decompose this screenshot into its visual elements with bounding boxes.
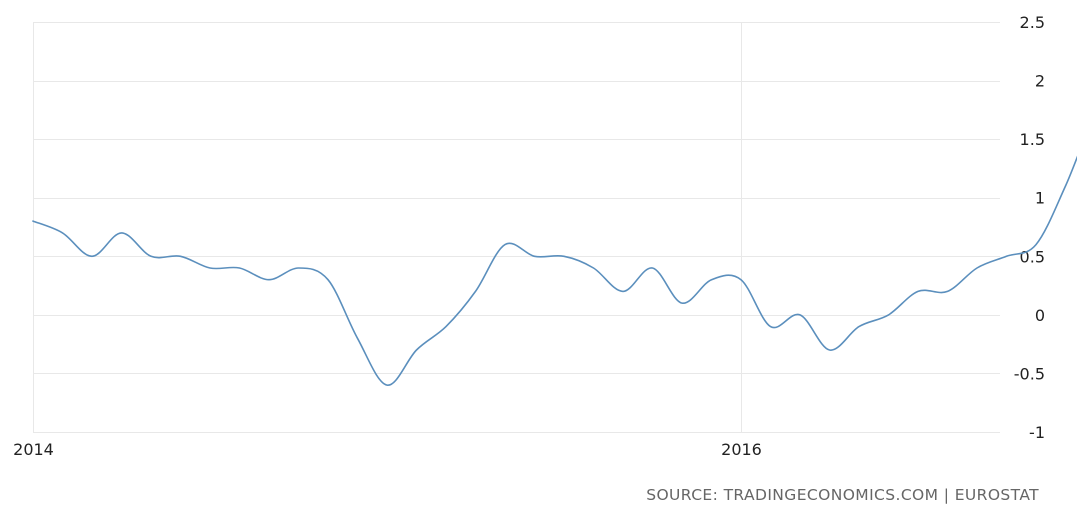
source-attribution: SOURCE: TRADINGECONOMICS.COM | EUROSTAT <box>646 486 1039 504</box>
y-tick-label: 2.5 <box>1020 13 1045 32</box>
x-tick-label: 2016 <box>721 440 762 459</box>
y-tick-label: 0.5 <box>1020 247 1045 266</box>
y-tick-label: 1 <box>1035 189 1045 208</box>
y-tick-label: -0.5 <box>1014 364 1045 383</box>
y-tick-label: 0 <box>1035 306 1045 325</box>
y-tick-label: 1.5 <box>1020 130 1045 149</box>
y-tick-label: -1 <box>1029 423 1045 442</box>
x-tick-label: 2014 <box>13 440 54 459</box>
series-line <box>32 155 1077 386</box>
y-tick-label: 2 <box>1035 72 1045 91</box>
x-axis-tick-labels: 201420162018 <box>13 440 762 459</box>
y-axis-tick-labels: 2.5 2 1.5 1 0.5 0 -0.5 -1 <box>1014 13 1045 442</box>
gridlines <box>33 22 1000 433</box>
